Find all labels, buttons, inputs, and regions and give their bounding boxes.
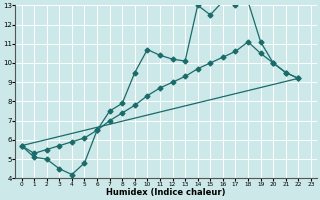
X-axis label: Humidex (Indice chaleur): Humidex (Indice chaleur) <box>107 188 226 197</box>
